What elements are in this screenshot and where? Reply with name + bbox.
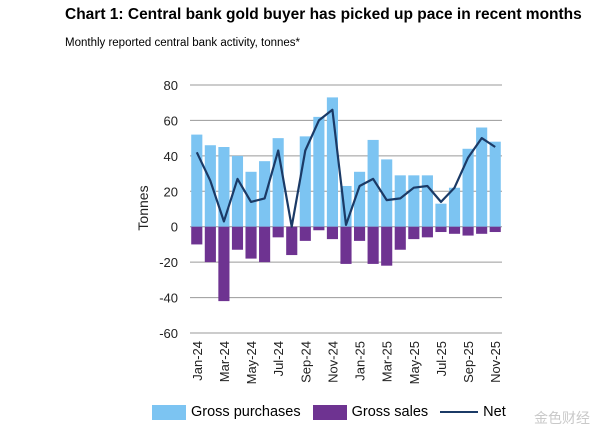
gross-purchases-bar xyxy=(259,161,271,227)
y-axis: 80 60 40 20 0 -20 -40 -60 xyxy=(159,78,178,341)
gross-purchases-bar xyxy=(408,175,420,227)
gross-sales-bar xyxy=(286,226,298,256)
gross-sales-bar xyxy=(462,226,474,236)
legend-item-gross-sales: Gross sales xyxy=(312,404,429,420)
gross-purchases-bar xyxy=(272,138,284,227)
gross-sales-bar xyxy=(340,226,352,264)
gross-sales-bar xyxy=(231,226,244,250)
gross-purchases-bar xyxy=(367,139,379,227)
y-axis-label: Tonnes xyxy=(135,185,151,230)
y-tick-label: 40 xyxy=(164,149,178,164)
x-tick-label: Jul-24 xyxy=(271,341,286,376)
legend-item-net: Net xyxy=(440,404,506,420)
gross-purchases-bar xyxy=(191,134,203,227)
x-tick-label: May-24 xyxy=(244,341,259,384)
gross-sales-bar xyxy=(448,226,461,234)
legend-item-gross-purchases: Gross purchases xyxy=(152,404,301,420)
gross-sales-bar xyxy=(326,226,338,240)
gross-sales-bar xyxy=(435,226,447,233)
gross-purchases-bar xyxy=(299,136,311,227)
gross-sales-bar xyxy=(259,226,271,263)
gross-purchases-bar xyxy=(326,97,338,227)
gross-purchases-bar xyxy=(245,171,257,227)
chart-subtitle: Monthly reported central bank activity, … xyxy=(65,37,301,49)
bars xyxy=(191,97,501,302)
legend: Gross purchases Gross sales Net xyxy=(152,404,518,420)
chart: 80 60 40 20 0 -20 -40 -60 Jan-24 Mar-24 May-24 Jul… xyxy=(135,78,503,384)
gross-purchases-bar xyxy=(381,159,393,227)
gross-sales-bar xyxy=(421,226,433,238)
x-tick-label: Jul-25 xyxy=(434,341,449,376)
gross-purchases-bar xyxy=(462,148,474,227)
gross-sales-bar xyxy=(476,226,488,234)
legend-label-gross-sales: Gross sales xyxy=(351,404,429,420)
watermark: 金色财经 xyxy=(534,410,590,426)
x-tick-label: Nov-24 xyxy=(325,341,340,383)
gross-sales-bar xyxy=(299,226,311,241)
gross-sales-bar xyxy=(408,226,420,240)
gross-sales-bar xyxy=(394,226,406,250)
y-tick-label: 0 xyxy=(171,220,178,235)
x-tick-label: May-25 xyxy=(407,341,422,384)
gross-sales-bar xyxy=(245,226,257,259)
gross-purchases-bar xyxy=(204,145,216,227)
x-axis: Jan-24 Mar-24 May-24 Jul-24 Sep-24 Nov-24 Jan-… xyxy=(190,341,503,384)
y-tick-label: 20 xyxy=(164,184,178,199)
gross-purchases-bar xyxy=(340,185,352,227)
y-tick-label: 80 xyxy=(164,78,178,93)
gross-purchases-bar xyxy=(313,116,325,227)
x-tick-label: Mar-25 xyxy=(380,341,395,382)
gross-sales-bar xyxy=(204,226,216,263)
x-tick-label: Sep-25 xyxy=(461,341,476,383)
gross-purchases-bar xyxy=(218,147,230,227)
gross-purchases-bar xyxy=(489,141,501,227)
gross-purchases-bar xyxy=(448,187,461,227)
gross-sales-bar xyxy=(313,226,325,231)
gross-sales-bar xyxy=(191,226,203,245)
gross-purchases-bar xyxy=(231,155,244,227)
legend-swatch-gross-purchases xyxy=(152,404,186,420)
legend-label-gross-purchases: Gross purchases xyxy=(191,404,301,420)
y-tick-label: -40 xyxy=(159,291,178,306)
x-tick-label: Jan-25 xyxy=(353,341,368,381)
gross-sales-bar xyxy=(218,226,230,302)
legend-line-net xyxy=(440,411,479,413)
y-tick-label: 60 xyxy=(164,113,178,128)
gross-sales-bar xyxy=(381,226,393,266)
x-tick-label: Jan-24 xyxy=(190,341,205,381)
gross-purchases-bar xyxy=(435,203,447,227)
x-tick-label: Nov-25 xyxy=(488,341,503,383)
y-tick-label: -20 xyxy=(159,255,178,270)
y-tick-label: -60 xyxy=(159,326,178,341)
x-tick-label: Mar-24 xyxy=(217,341,232,382)
gross-purchases-bar xyxy=(476,127,488,227)
gross-purchases-bar xyxy=(394,175,406,227)
legend-label-net: Net xyxy=(483,404,506,420)
gross-sales-bar xyxy=(272,226,284,238)
gross-sales-bar xyxy=(367,226,379,264)
net-line-group xyxy=(195,108,496,228)
gross-purchases-bar xyxy=(421,175,433,227)
gross-purchases-bar xyxy=(354,171,366,227)
gross-sales-bar xyxy=(489,226,501,233)
gross-sales-bar xyxy=(354,226,366,241)
legend-swatch-gross-sales xyxy=(312,404,347,420)
net-line xyxy=(195,108,496,228)
x-tick-label: Sep-24 xyxy=(298,341,313,383)
chart-title: Chart 1: Central bank gold buyer has pic… xyxy=(65,6,582,23)
